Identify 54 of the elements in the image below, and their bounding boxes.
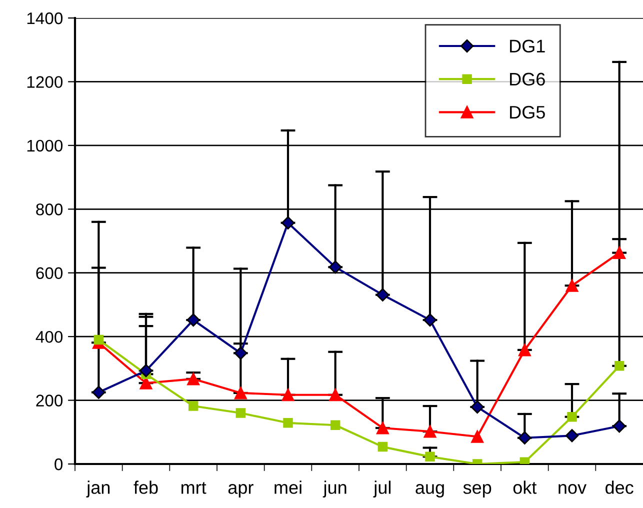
point xyxy=(470,400,484,414)
y-tick-label: 0 xyxy=(54,458,63,470)
point xyxy=(328,260,342,274)
legend-label: DG6 xyxy=(510,72,545,86)
point xyxy=(612,420,626,433)
point xyxy=(186,313,200,327)
point xyxy=(187,372,200,386)
point xyxy=(425,452,435,462)
y-tick-label: 600 xyxy=(36,267,63,280)
x-tick-label: jan xyxy=(86,480,110,498)
point xyxy=(518,344,531,356)
y-tick-label: 400 xyxy=(36,330,63,343)
point xyxy=(565,429,579,442)
point xyxy=(188,401,198,411)
point xyxy=(567,412,577,422)
point xyxy=(471,430,484,443)
x-tick-label: okt xyxy=(513,480,537,494)
point xyxy=(378,442,388,452)
x-tick-label: aug xyxy=(416,484,444,498)
x-tick-label: feb xyxy=(134,480,158,494)
point xyxy=(236,408,246,418)
point xyxy=(329,388,342,402)
y-tick-label: 1200 xyxy=(27,76,63,88)
point xyxy=(423,313,437,327)
x-tick-label: sep xyxy=(463,484,492,498)
x-tick-label: jun xyxy=(322,480,346,498)
point xyxy=(424,425,436,438)
x-tick-label: mrt xyxy=(182,482,206,494)
point xyxy=(283,418,293,428)
y-tick-label: 1000 xyxy=(27,140,63,152)
legend-label: DG5 xyxy=(510,106,545,119)
point xyxy=(330,420,340,430)
point xyxy=(376,422,389,434)
point xyxy=(282,388,294,402)
point xyxy=(518,431,532,444)
point xyxy=(614,361,624,371)
point xyxy=(376,288,390,302)
point xyxy=(613,246,626,260)
point xyxy=(139,364,153,378)
point xyxy=(566,279,578,292)
legend-label: DG1 xyxy=(510,40,545,53)
point xyxy=(92,386,106,399)
x-tick-label: mei xyxy=(274,480,302,494)
y-tick-label: 200 xyxy=(36,394,63,406)
x-tick-label: jul xyxy=(373,480,390,498)
x-tick-label: apr xyxy=(228,484,254,498)
x-tick-label: nov xyxy=(558,484,586,494)
point xyxy=(234,386,247,400)
point xyxy=(94,334,104,345)
y-tick-label: 1400 xyxy=(27,12,63,24)
x-tick-label: dec xyxy=(606,480,634,494)
y-tick-label: 800 xyxy=(36,204,63,216)
point xyxy=(281,216,295,230)
point xyxy=(234,346,248,360)
